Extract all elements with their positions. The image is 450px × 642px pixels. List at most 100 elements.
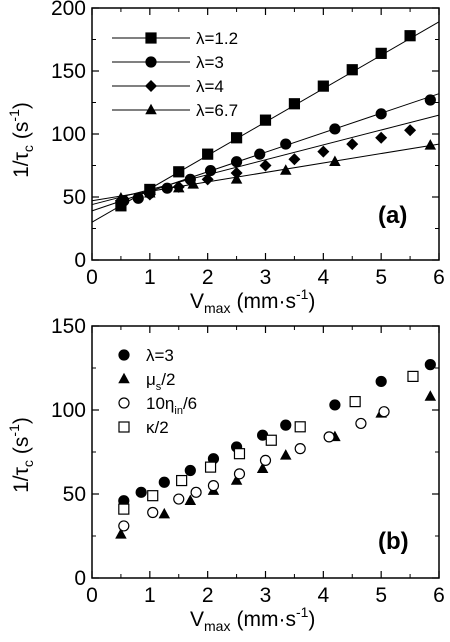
data-point-a-s0-7 <box>317 80 329 92</box>
data-point-a-s0-8 <box>346 64 358 76</box>
data-point-b-s1-9 <box>424 390 437 401</box>
x-tick-label-a: 0 <box>86 266 98 289</box>
data-point-a-s2-4 <box>230 167 243 180</box>
legend-marker-a-0 <box>145 32 157 44</box>
data-point-b-s0-3 <box>184 464 196 477</box>
legend-marker-b-2 <box>118 397 130 409</box>
y-axis-label-a: 1/τc(s-1) <box>6 102 36 178</box>
legend-label-a-1: λ=3 <box>196 53 224 72</box>
data-point-b-s3-4 <box>233 448 246 460</box>
legend-marker-a-1 <box>145 56 157 68</box>
data-point-b-s1-1 <box>158 507 171 519</box>
x-tick-label-b: 4 <box>317 584 329 607</box>
data-point-a-s2-3 <box>201 173 214 186</box>
y-tick-label-b: 50 <box>63 483 86 506</box>
legend-label-b-0: λ=3 <box>146 346 174 365</box>
data-point-b-s0-7 <box>280 419 292 431</box>
data-point-a-s0-4 <box>230 132 243 144</box>
data-point-a-s1-6 <box>230 156 243 168</box>
data-point-a-s1-8 <box>280 138 292 150</box>
data-point-a-s3-4 <box>230 173 243 184</box>
x-tick-label-a: 2 <box>202 266 214 289</box>
data-point-b-s1-0 <box>115 528 127 539</box>
x-axis-label-a: Vmax (mm·s-1) <box>190 286 315 316</box>
x-tick-label-a: 5 <box>375 266 387 289</box>
data-point-a-s0-5 <box>259 114 272 126</box>
data-point-a-s0-9 <box>375 47 387 59</box>
data-point-b-s3-5 <box>265 434 277 446</box>
data-point-a-s2-8 <box>346 138 359 151</box>
data-point-b-s2-5 <box>233 468 246 480</box>
panel-label-a: (a) <box>378 202 407 229</box>
x-tick-label-b: 3 <box>260 584 272 607</box>
data-point-a-s1-5 <box>204 164 217 177</box>
data-point-a-s1-1 <box>132 192 144 204</box>
x-tick-label-b: 5 <box>375 584 387 607</box>
data-point-b-s2-9 <box>355 417 367 430</box>
data-point-b-s2-7 <box>294 443 306 455</box>
legend-label-a-3: λ=6.7 <box>196 101 238 120</box>
data-point-a-s1-9 <box>329 123 341 135</box>
data-point-a-s0-2 <box>173 166 185 178</box>
x-tick-label-b: 6 <box>433 584 445 607</box>
data-point-b-s3-0 <box>118 503 130 515</box>
ticks-a: 0 1 2 3 4 5 6 0 50 100 150 200 <box>51 0 445 289</box>
x-tick-label-b: 2 <box>202 584 214 607</box>
x-tick-label-a: 6 <box>433 266 445 289</box>
panel-a: 0 1 2 3 4 5 6 0 50 100 150 200 λ=1.2 λ=3 λ=4 λ=6.7 (a)… <box>6 0 445 316</box>
legend-marker-b-3 <box>118 421 130 433</box>
data-point-a-s2-5 <box>259 159 272 172</box>
data-point-a-s0-3 <box>202 148 214 160</box>
data-point-a-s3-1 <box>144 186 156 198</box>
x-tick-label-a: 3 <box>260 266 272 289</box>
legend-label-a-0: λ=1.2 <box>196 29 238 48</box>
data-point-b-s2-10 <box>378 406 390 418</box>
data-point-a-s3-3 <box>187 178 199 189</box>
y-tick-label-b: 100 <box>51 399 86 422</box>
x-tick-label-a: 4 <box>317 266 329 289</box>
y-tick-label-a: 150 <box>51 60 86 83</box>
data-point-b-s3-2 <box>176 474 188 487</box>
legend-label-b-1: μs/2 <box>146 370 175 393</box>
data-point-b-s3-3 <box>204 461 217 473</box>
y-tick-label-b: 150 <box>51 315 86 338</box>
data-point-b-s2-1 <box>147 506 159 519</box>
x-tick-label-a: 1 <box>144 266 156 289</box>
data-point-b-s2-8 <box>323 431 335 443</box>
y-tick-label-a: 100 <box>51 123 86 146</box>
data-point-b-s0-2 <box>158 476 170 488</box>
data-point-b-s2-6 <box>259 454 272 466</box>
data-point-b-s0-10 <box>424 359 436 371</box>
x-tick-label-b: 1 <box>144 584 156 607</box>
legend-marker-a-3 <box>145 103 157 115</box>
data-point-a-s3-0 <box>115 192 127 203</box>
data-point-a-s0-6 <box>288 98 301 110</box>
data-point-b-s0-1 <box>135 486 147 498</box>
legend-label-a-2: λ=4 <box>196 77 224 96</box>
y-tick-label-a: 50 <box>63 186 86 209</box>
data-point-b-s1-4 <box>230 474 243 485</box>
legend-label-b-3: κ/2 <box>146 418 169 437</box>
data-point-a-s2-10 <box>404 124 417 137</box>
data-point-a-s3-2 <box>173 181 185 193</box>
data-point-b-s1-6 <box>279 449 292 460</box>
data-points-b <box>115 359 437 539</box>
data-point-a-s3-6 <box>329 155 341 166</box>
data-point-b-s2-0 <box>118 520 130 532</box>
data-point-b-s3-6 <box>294 421 306 433</box>
ticks-b: 0 1 2 3 4 5 6 0 50 100 150 <box>51 315 445 607</box>
x-tick-label-b: 0 <box>86 584 98 607</box>
data-point-b-s0-8 <box>329 399 341 411</box>
data-point-b-s3-1 <box>147 490 159 502</box>
x-axis-label-b: Vmax (mm·s-1) <box>190 604 315 634</box>
data-point-b-s2-4 <box>207 480 220 492</box>
y-axis-label-b: 1/τc(s-1) <box>6 417 36 493</box>
data-point-a-s1-7 <box>254 148 266 160</box>
data-point-a-s2-6 <box>288 153 301 166</box>
data-point-a-s2-7 <box>317 145 330 158</box>
legend-marker-b-1 <box>118 372 130 384</box>
data-point-b-s0-9 <box>375 375 387 388</box>
